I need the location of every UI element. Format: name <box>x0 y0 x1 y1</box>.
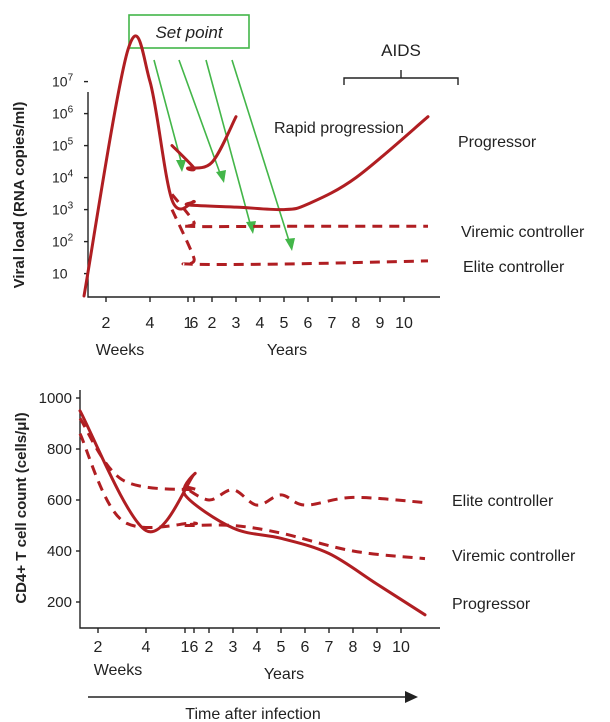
viral-load-y-label: Viral load (RNA copies/ml) <box>11 102 28 289</box>
cd4-x-tick-label: 4 <box>253 639 262 656</box>
viral-load-x-tick-label: 8 <box>352 315 361 332</box>
legend-elite-controller-bottom: Elite controller <box>452 493 554 510</box>
cd4-y-tick-label: 400 <box>47 543 72 560</box>
viral-load-x-tick-label: 5 <box>280 315 289 332</box>
viral-load-series-progressor <box>82 34 430 298</box>
viral-load-x-tick-label: 4 <box>256 315 265 332</box>
viral-load-y-tick-label: 10 <box>52 266 68 282</box>
cd4-y-tick-label: 200 <box>47 594 72 611</box>
viral-load-y-tick-label: 102 <box>52 233 74 250</box>
set-point-box <box>128 14 250 49</box>
viral-load-x-tick-label: 9 <box>376 315 385 332</box>
viral-load-x-tick-label: 10 <box>395 315 413 332</box>
viral-load-x-tick-label: 6 <box>304 315 313 332</box>
viral-load-y-tick-label: 103 <box>52 201 74 218</box>
cd4-x-tick-label: 4 <box>142 639 151 656</box>
cd4-x-tick-label: 9 <box>373 639 382 656</box>
cd4-y-tick-label: 600 <box>47 492 72 509</box>
viral-load-series-viremic-controller <box>170 193 428 229</box>
cd4-x-tick-label: 10 <box>392 639 410 656</box>
viral-load-x-tick-label: 7 <box>328 315 337 332</box>
cd4-x-tick-label: 5 <box>277 639 286 656</box>
cd4-x-tick-label: 2 <box>205 639 214 656</box>
viral-load-x-tick-label: 2 <box>102 315 111 332</box>
time-after-infection-label: Time after infection <box>185 706 320 722</box>
cd4-x-tick-label: 3 <box>229 639 238 656</box>
cd4-x-tick-label: 6 <box>301 639 310 656</box>
legend-elite-controller-top: Elite controller <box>463 259 565 276</box>
viral-load-y-tick-label: 105 <box>52 137 74 154</box>
cd4-x-tick-label: 6 <box>190 639 199 656</box>
legend-progressor-bottom: Progressor <box>452 596 531 613</box>
cd4-y-ticks: 200 400 600 800 1000 <box>39 390 80 611</box>
cd4-series-progressor <box>78 409 427 617</box>
cd4-x-ticks: 2 4 61 2 3 4 5 6 7 8 9 10 <box>94 628 410 656</box>
viral-load-x-ticks: 2 4 61 2 3 4 5 6 7 8 9 10 <box>102 297 413 332</box>
aids-bracket <box>343 70 459 85</box>
cd4-series <box>78 409 427 617</box>
viral-load-y-tick-label: 104 <box>52 169 74 186</box>
viral-load-series-rapid-progression <box>170 115 238 172</box>
cd4-x-tick-label: 1 <box>181 639 190 656</box>
viral-load-weeks-label: Weeks <box>96 342 145 359</box>
viral-load-x-tick-label: 4 <box>146 315 155 332</box>
viral-load-x-tick-label: 1 <box>184 315 193 332</box>
cd4-weeks-label: Weeks <box>94 662 143 679</box>
set-point-label: Set point <box>155 23 223 42</box>
legend-progressor-top: Progressor <box>458 134 537 151</box>
viral-load-x-tick-label: 6 <box>190 315 199 332</box>
aids-label: AIDS <box>381 41 421 60</box>
viral-load-years-label: Years <box>267 342 307 359</box>
cd4-x-tick-label: 7 <box>325 639 334 656</box>
legend-viremic-controller-bottom: Viremic controller <box>452 548 576 565</box>
cd4-y-tick-label: 800 <box>47 441 72 458</box>
viral-load-y-ticks: 10 102 103 104 105 106 107 <box>52 73 88 282</box>
cd4-years-label: Years <box>264 666 304 683</box>
viral-load-series <box>82 34 430 298</box>
viral-load-x-tick-label: 3 <box>232 315 241 332</box>
legend-viremic-controller-top: Viremic controller <box>461 224 585 241</box>
time-arrow <box>88 691 418 703</box>
viral-load-series-elite-controller <box>170 208 429 267</box>
viral-load-x-tick-label: 2 <box>208 315 217 332</box>
rapid-progression-label: Rapid progression <box>274 120 404 137</box>
cd4-y-label: CD4+ T cell count (cells/μl) <box>13 412 30 603</box>
cd4-x-tick-label: 2 <box>94 639 103 656</box>
viral-load-y-tick-label: 106 <box>52 105 74 122</box>
cd4-x-tick-label: 8 <box>349 639 358 656</box>
viral-load-y-tick-label: 107 <box>52 73 74 90</box>
set-point-arrows <box>153 59 295 251</box>
viral-load-axes <box>87 92 440 298</box>
cd4-axes <box>79 390 440 629</box>
cd4-y-tick-label: 1000 <box>39 390 72 407</box>
cd4-series-viremic-controller <box>78 433 426 561</box>
cd4-series-elite-controller <box>78 417 426 507</box>
